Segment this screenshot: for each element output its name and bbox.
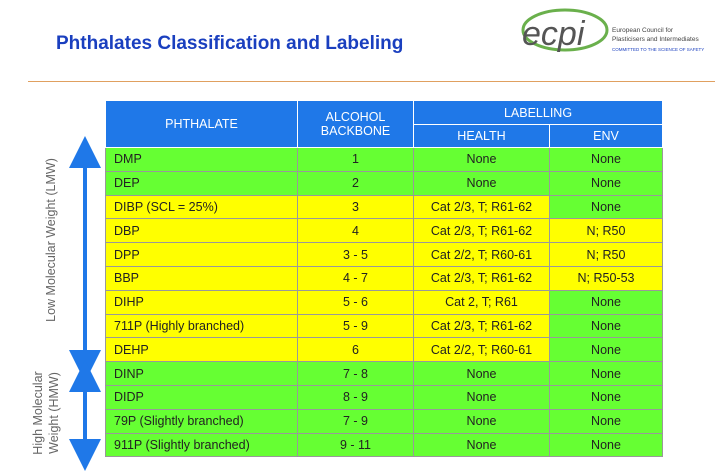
- table-cell: None: [549, 313, 663, 339]
- side-label: Weight (HMW): [47, 372, 61, 454]
- table-row: DBP 4 Cat 2/3, T; R61-62 N; R50: [105, 218, 663, 244]
- table-row: DIHP 5 - 6 Cat 2, T; R61 None: [105, 289, 663, 315]
- table-row: DEHP 6 Cat 2/2, T; R60-61 None: [105, 337, 663, 363]
- header-cell: ALCOHOL BACKBONE: [297, 100, 414, 148]
- table-cell: 3 - 5: [297, 242, 414, 267]
- logo-swoosh: [521, 8, 609, 52]
- table-cell: None: [549, 408, 663, 434]
- side-label: High Molecular: [31, 371, 45, 454]
- table-cell: None: [549, 384, 663, 410]
- table-cell: DPP: [105, 242, 298, 267]
- table-cell: Cat 2/3, T; R61-62: [413, 313, 550, 339]
- table-cell: 9 - 11: [297, 432, 414, 458]
- logo-tagline: COMMITTED TO THE SCIENCE OF SAFETY: [612, 47, 704, 52]
- table-cell: Cat 2, T; R61: [413, 289, 550, 315]
- table-cell: Cat 2/2, T; R60-61: [413, 337, 550, 363]
- table-cell: DIDP: [105, 384, 298, 410]
- table-cell: 4: [297, 218, 414, 244]
- title: Phthalates Classification and Labeling: [56, 33, 404, 54]
- table-cell: 79P (Slightly branched): [105, 408, 298, 434]
- table-cell: N; R50: [549, 218, 663, 244]
- table-cell: 1: [297, 147, 414, 172]
- table-cell: None: [549, 147, 663, 172]
- table-cell: DBP: [105, 218, 298, 244]
- side-label: Low Molecular Weight (LMW): [44, 158, 58, 322]
- table-cell: None: [413, 408, 550, 434]
- table-cell: None: [413, 147, 550, 172]
- logo-brand: ecpi: [522, 15, 586, 53]
- table-cell: N; R50: [549, 242, 663, 267]
- table-cell: None: [413, 384, 550, 410]
- table-cell: BBP: [105, 265, 298, 291]
- header-cell: PHTHALATE: [105, 100, 298, 148]
- table-cell: None: [413, 170, 550, 196]
- table-cell: DEHP: [105, 337, 298, 363]
- header-cell: ENV: [549, 124, 663, 148]
- table-row: 911P (Slightly branched) 9 - 11 None None: [105, 432, 663, 458]
- table-row: DMP 1 None None: [105, 147, 663, 172]
- header-cell: HEALTH: [413, 124, 550, 148]
- table-row: BBP 4 - 7 Cat 2/3, T; R61-62 N; R50-53: [105, 265, 663, 291]
- table-cell: None: [549, 170, 663, 196]
- table-cell: 8 - 9: [297, 384, 414, 410]
- logo-line: Plasticisers and Intermediates: [612, 36, 699, 43]
- table-cell: DMP: [105, 147, 298, 172]
- logo-line: European Council for: [612, 27, 674, 34]
- table-row: 711P (Highly branched) 5 - 9 Cat 2/3, T; R…: [105, 313, 663, 339]
- table-row: DEP 2 None None: [105, 170, 663, 196]
- table-cell: None: [549, 337, 663, 363]
- table-cell: 911P (Slightly branched): [105, 432, 298, 458]
- table-cell: None: [549, 432, 663, 458]
- table-cell: 7 - 9: [297, 408, 414, 434]
- table-cell: DIBP (SCL = 25%): [105, 194, 298, 220]
- table-cell: Cat 2/2, T; R60-61: [413, 242, 550, 267]
- divider: [28, 81, 715, 82]
- header-cell: LABELLING: [413, 100, 663, 125]
- table: PHTHALATE ALCOHOL BACKBONE LABELLING HEA…: [105, 100, 663, 458]
- table-row: DPP 3 - 5 Cat 2/2, T; R60-61 N; R50: [105, 242, 663, 267]
- table-cell: None: [549, 289, 663, 315]
- table-cell: 7 - 8: [297, 361, 414, 386]
- table-row: 79P (Slightly branched) 7 - 9 None None: [105, 408, 663, 434]
- table-cell: Cat 2/3, T; R61-62: [413, 218, 550, 244]
- table-cell: 711P (Highly branched): [105, 313, 298, 339]
- table-cell: None: [413, 361, 550, 386]
- table-cell: DIHP: [105, 289, 298, 315]
- table-cell: None: [549, 194, 663, 220]
- table-cell: 2: [297, 170, 414, 196]
- table-cell: None: [549, 361, 663, 386]
- table-cell: DEP: [105, 170, 298, 196]
- table-row: DIDP 8 - 9 None None: [105, 384, 663, 410]
- table-cell: Cat 2/3, T; R61-62: [413, 194, 550, 220]
- table-cell: DINP: [105, 361, 298, 386]
- table-cell: 3: [297, 194, 414, 220]
- table-cell: 5 - 9: [297, 313, 414, 339]
- table-cell: 4 - 7: [297, 265, 414, 291]
- table-row: DIBP (SCL = 25%) 3 Cat 2/3, T; R61-62 None: [105, 194, 663, 220]
- table-row: DINP 7 - 8 None None: [105, 361, 663, 386]
- table-cell: 5 - 6: [297, 289, 414, 315]
- table-cell: N; R50-53: [549, 265, 663, 291]
- table-cell: 6: [297, 337, 414, 363]
- table-cell: None: [413, 432, 550, 458]
- table-cell: Cat 2/3, T; R61-62: [413, 265, 550, 291]
